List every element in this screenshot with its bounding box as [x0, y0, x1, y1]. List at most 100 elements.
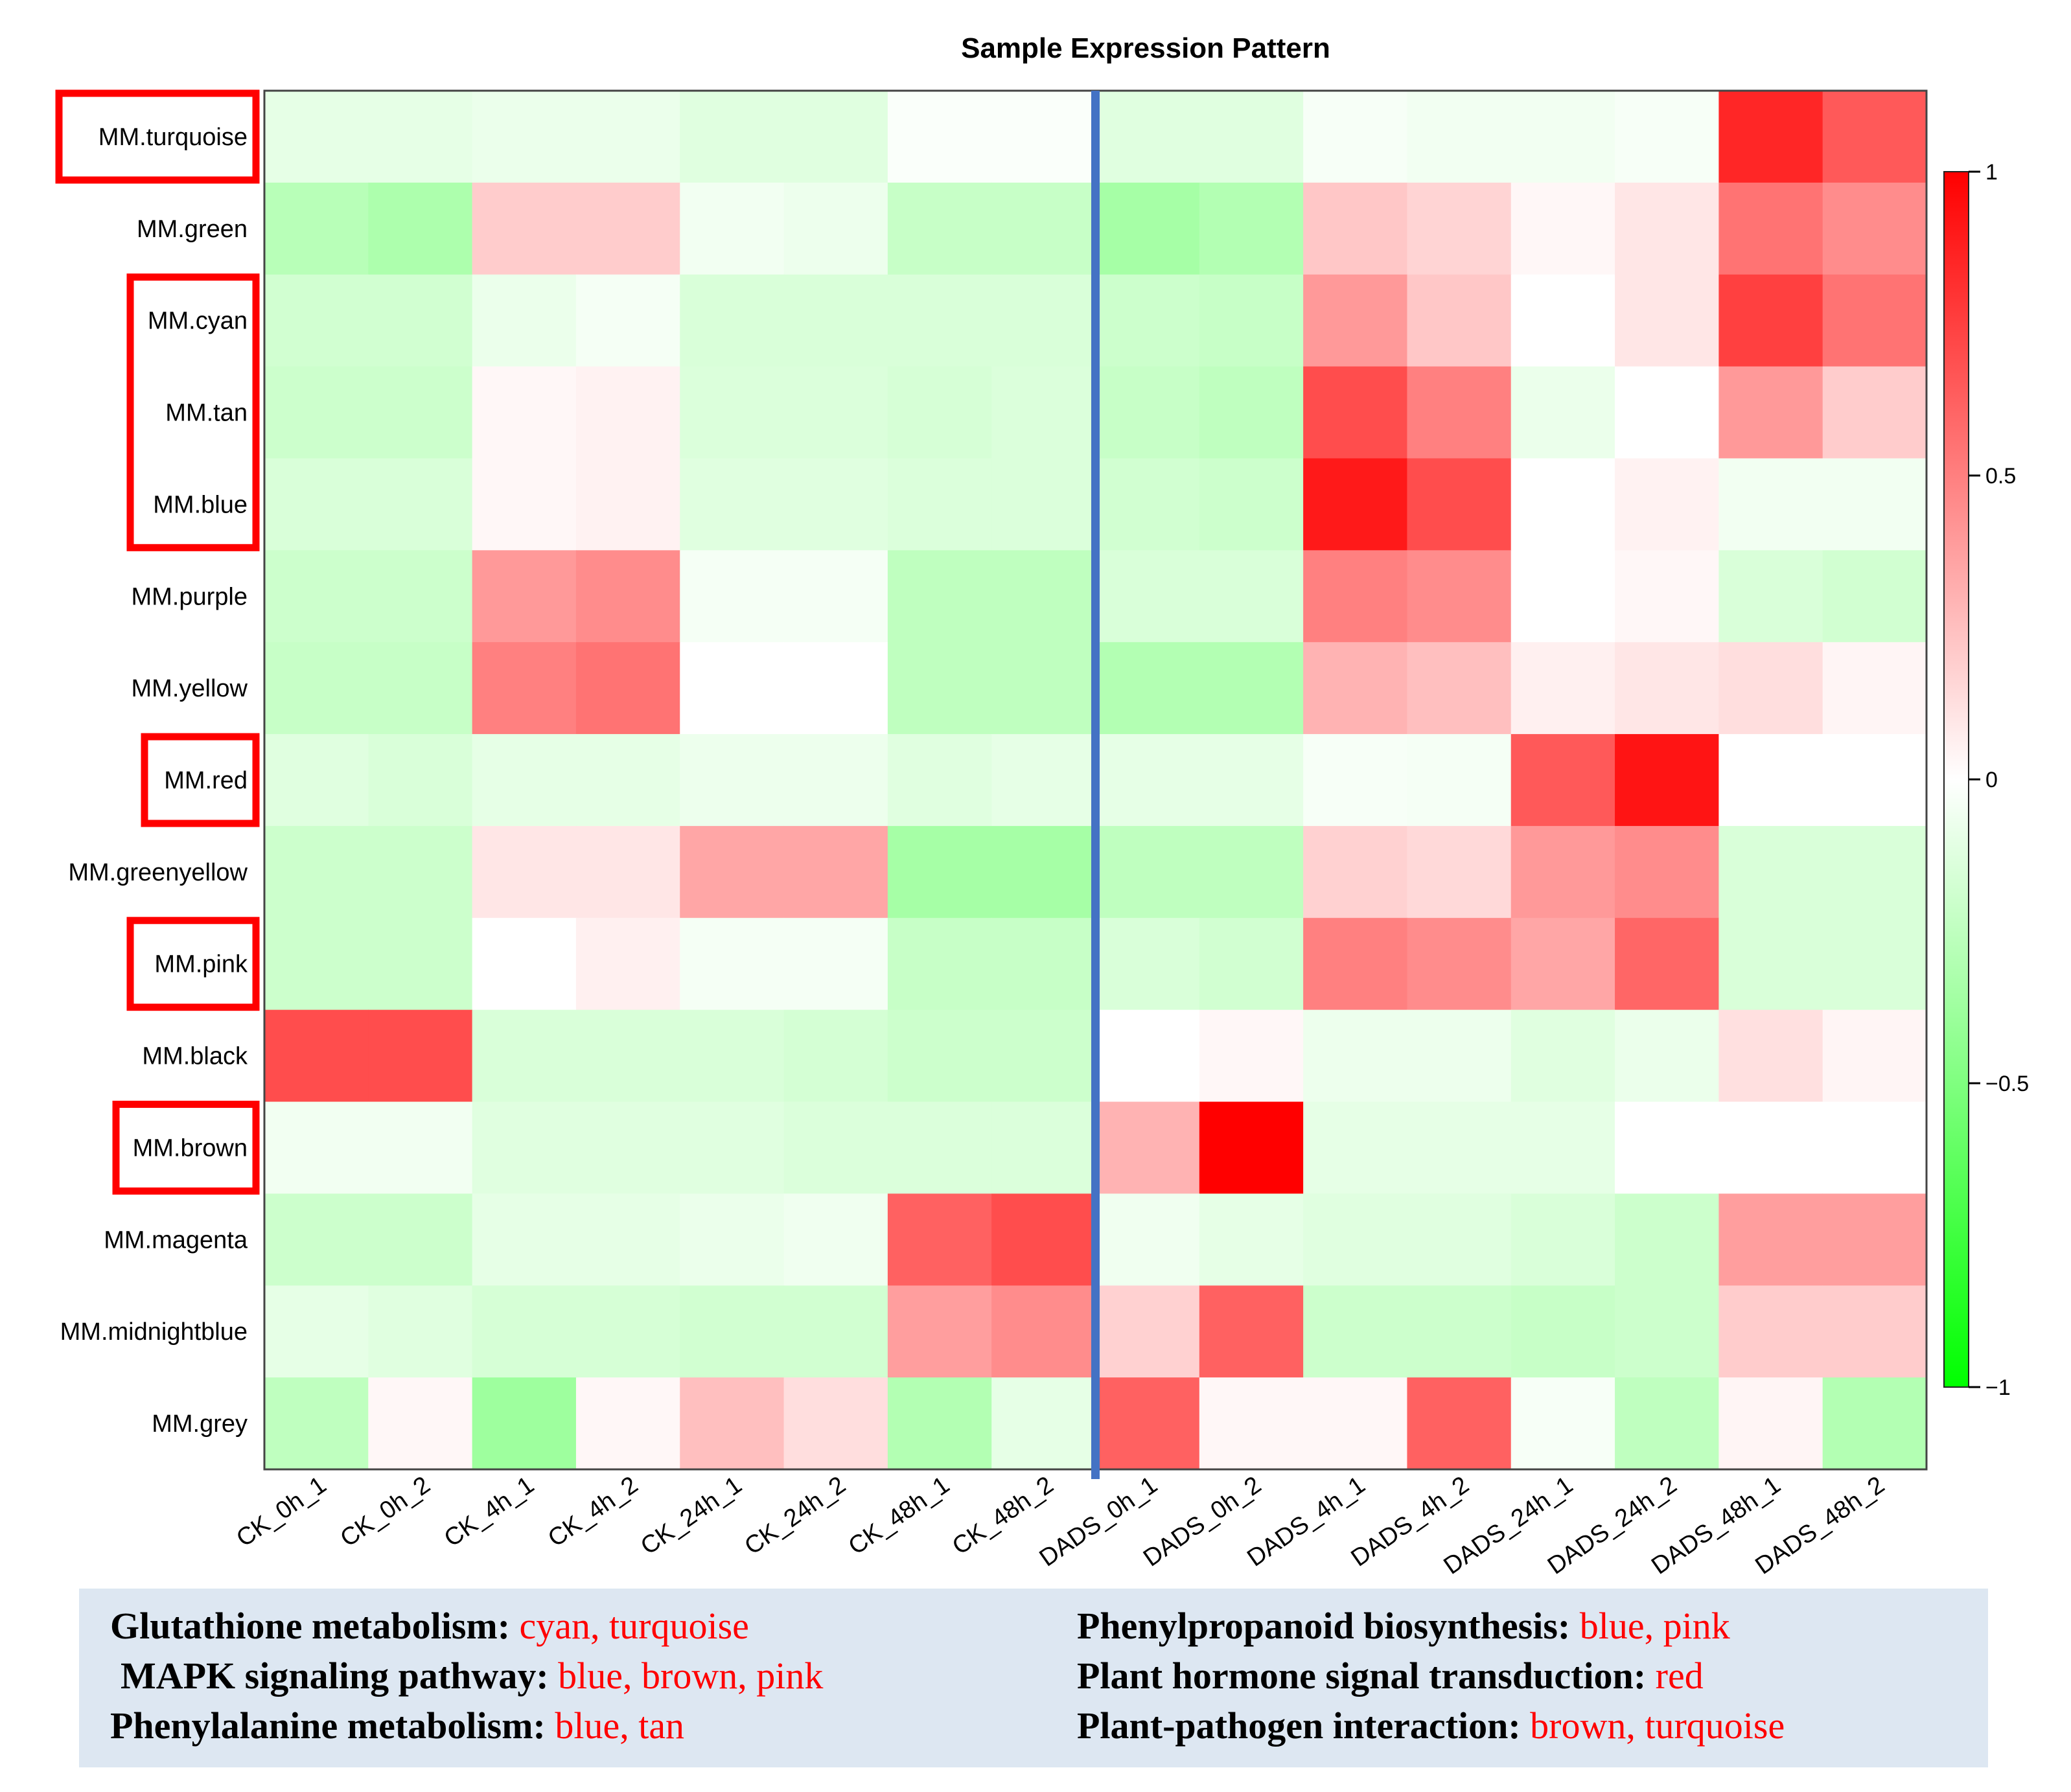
annotation-left-3: Phenylalanine metabolism: blue, tan — [110, 1705, 685, 1747]
heatmap-cell — [991, 366, 1096, 459]
heatmap-cell — [680, 1193, 785, 1286]
highlight-box — [126, 917, 260, 1011]
heatmap-cell — [575, 642, 680, 735]
heatmap-cell — [472, 91, 577, 183]
heatmap-cell — [680, 642, 785, 735]
pathway-annotation-panel: Glutathione metabolism: cyan, turquoise … — [79, 1589, 1988, 1767]
color-scale-bar: 1 0.5 0 −0.5 −1 — [1943, 160, 2029, 1400]
heatmap-cell — [680, 825, 785, 919]
heatmap-cell — [368, 825, 473, 919]
heatmap-cell — [991, 91, 1096, 183]
row-label: MM.magenta — [104, 1226, 248, 1254]
heatmap-cell — [472, 182, 577, 275]
heatmap-cell — [887, 825, 992, 919]
heatmap-cell — [1303, 1285, 1408, 1378]
heatmap-cell — [1095, 366, 1200, 459]
heatmap-cell — [472, 642, 577, 735]
heatmap-cell — [472, 550, 577, 643]
heatmap-cell — [1510, 182, 1615, 275]
heatmap-cell — [680, 550, 785, 643]
heatmap-cell — [1407, 1285, 1512, 1378]
heatmap-cell — [1822, 91, 1927, 183]
heatmap-cell — [368, 366, 473, 459]
heatmap-cell — [1822, 274, 1927, 367]
heatmap-cell — [1718, 550, 1823, 643]
heatmap-cell — [1822, 550, 1927, 643]
heatmap-cell — [1407, 1193, 1512, 1286]
heatmap-cell — [680, 734, 785, 827]
heatmap-cell — [264, 734, 369, 827]
heatmap-cell — [1303, 1101, 1408, 1194]
heatmap-cell — [1615, 1377, 1719, 1470]
heatmap-cell — [575, 734, 680, 827]
heatmap-cell — [368, 1377, 473, 1470]
heatmap-cell — [1095, 1101, 1200, 1194]
heatmap-cell — [783, 1193, 888, 1286]
heatmap-cell — [887, 917, 992, 1011]
heatmap-cell — [991, 734, 1096, 827]
heatmap-cell — [991, 182, 1096, 275]
heatmap-cell — [1095, 274, 1200, 367]
heatmap-cell — [472, 366, 577, 459]
heatmap-cell — [1199, 182, 1304, 275]
heatmap-cell — [472, 1101, 577, 1194]
heatmap-cell — [1510, 1377, 1615, 1470]
heatmap-cell — [1199, 1285, 1304, 1378]
heatmap-cell — [1199, 1377, 1304, 1470]
heatmap-cell — [1510, 1193, 1615, 1286]
heatmap-cell — [1718, 366, 1823, 459]
heatmap-cell — [264, 91, 369, 183]
heatmap-cell — [887, 1193, 992, 1286]
heatmap-cell — [1822, 1377, 1927, 1470]
heatmap-cell — [368, 1009, 473, 1103]
heatmap-cell — [991, 1377, 1096, 1470]
heatmap-cell — [680, 91, 785, 183]
heatmap-cell — [680, 917, 785, 1011]
row-label: MM.brown — [133, 1135, 248, 1162]
heatmap-cell — [1822, 1101, 1927, 1194]
heatmap-cell — [1718, 182, 1823, 275]
heatmap-cell — [991, 1193, 1096, 1286]
heatmap-cell — [1615, 91, 1719, 183]
row-label: MM.red — [164, 767, 248, 794]
heatmap-cell — [1199, 366, 1304, 459]
heatmap-cell — [783, 91, 888, 183]
annotation-right-2: Plant hormone signal transduction: red — [1077, 1655, 1704, 1697]
heatmap-cell — [887, 1009, 992, 1103]
annotation-left-1: Glutathione metabolism: cyan, turquoise — [110, 1605, 749, 1647]
heatmap-cell — [1095, 91, 1200, 183]
heatmap-cell — [1615, 182, 1719, 275]
heatmap-cell — [1822, 917, 1927, 1011]
heatmap-cell — [1718, 274, 1823, 367]
heatmap-cell — [1615, 1009, 1719, 1103]
row-label: MM.blue — [153, 491, 248, 518]
heatmap-cell — [991, 825, 1096, 919]
heatmap-cell — [472, 917, 577, 1011]
heatmap-cell — [1718, 1285, 1823, 1378]
colorbar-tick-label: 0 — [1985, 768, 1998, 792]
heatmap-cell — [575, 182, 680, 275]
annotation-left-2: MAPK signaling pathway: blue, brown, pin… — [121, 1655, 824, 1697]
heatmap-cell — [1510, 1101, 1615, 1194]
heatmap-cell — [264, 1377, 369, 1470]
heatmap-cell — [1407, 550, 1512, 643]
heatmap-cell — [368, 1101, 473, 1194]
heatmap-cell — [368, 642, 473, 735]
heatmap-cell — [1615, 1101, 1719, 1194]
heatmap-cell — [1407, 182, 1512, 275]
heatmap-cell — [575, 825, 680, 919]
heatmap-cell — [783, 366, 888, 459]
highlight-box — [112, 1101, 260, 1195]
heatmap-cell — [1303, 182, 1408, 275]
heatmap-cell — [1510, 458, 1615, 551]
heatmap-cell — [991, 458, 1096, 551]
heatmap-cell — [368, 1193, 473, 1286]
heatmap-cell — [264, 917, 369, 1011]
heatmap-cell — [1095, 550, 1200, 643]
row-label: MM.greenyellow — [68, 859, 248, 886]
heatmap-cell — [783, 458, 888, 551]
heatmap-cell — [1095, 734, 1200, 827]
heatmap-cell — [1822, 825, 1927, 919]
heatmap-cell — [1718, 734, 1823, 827]
heatmap-cell — [783, 550, 888, 643]
